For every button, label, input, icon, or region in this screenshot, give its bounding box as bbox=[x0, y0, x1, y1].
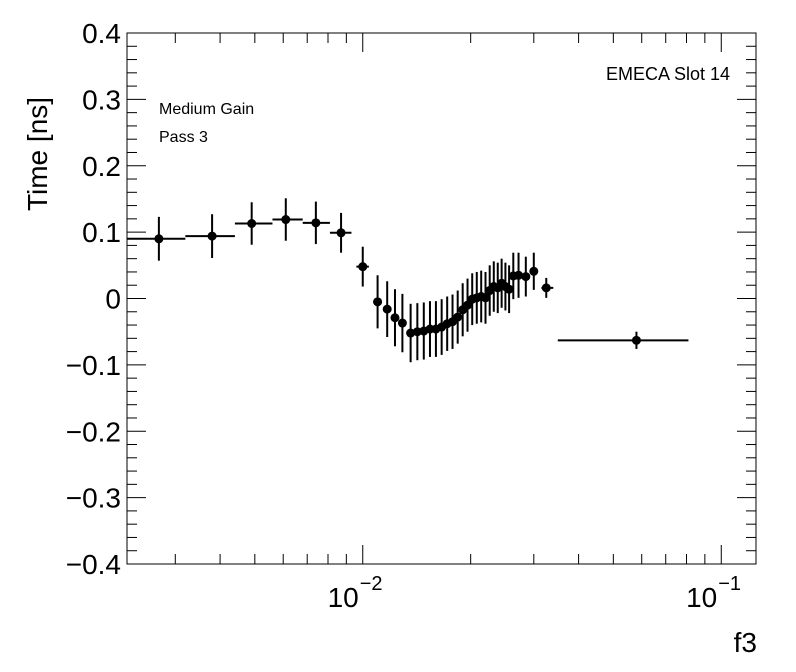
data-marker bbox=[521, 272, 531, 282]
data-point bbox=[302, 201, 330, 245]
data-point bbox=[529, 252, 539, 290]
data-marker bbox=[154, 234, 164, 244]
data-marker bbox=[541, 283, 551, 293]
y-tick-labels: 0.4 0.3 0.2 0.1 0 −0.1 −0.2 −0.3 −0.4 bbox=[66, 18, 121, 580]
data-marker bbox=[382, 304, 392, 314]
data-marker bbox=[336, 228, 346, 238]
data-point bbox=[356, 246, 369, 287]
data-marker bbox=[406, 328, 416, 338]
data-point bbox=[521, 256, 531, 297]
data-point bbox=[453, 290, 463, 344]
data-points bbox=[127, 198, 689, 363]
data-marker bbox=[247, 218, 257, 228]
data-marker bbox=[397, 318, 407, 328]
x-tick-label-base: 10 bbox=[328, 582, 359, 613]
y-tick-label: −0.4 bbox=[66, 549, 121, 580]
data-point bbox=[448, 294, 458, 349]
data-marker bbox=[373, 297, 383, 307]
data-point bbox=[373, 275, 383, 329]
data-marker bbox=[529, 266, 539, 276]
data-marker bbox=[311, 218, 321, 228]
data-point bbox=[234, 202, 273, 245]
y-tick-label: 0.2 bbox=[82, 151, 121, 182]
y-tick-label: 0.4 bbox=[82, 18, 121, 49]
x-tick-label: 10 −2 bbox=[328, 573, 383, 613]
data-point bbox=[481, 271, 491, 324]
data-marker bbox=[390, 313, 400, 323]
data-point bbox=[557, 331, 689, 349]
y-axis-label: Time [ns] bbox=[22, 97, 53, 211]
data-marker bbox=[453, 312, 463, 322]
data-point bbox=[463, 278, 473, 332]
x-axis-label: f3 bbox=[734, 627, 757, 658]
y-tick-label: −0.3 bbox=[66, 483, 121, 514]
data-marker bbox=[207, 231, 217, 241]
data-point bbox=[185, 214, 235, 259]
x-tick-label-base: 10 bbox=[686, 582, 717, 613]
data-point bbox=[412, 303, 422, 361]
y-tick-label: −0.1 bbox=[66, 350, 121, 381]
x-tick-label-exponent: −1 bbox=[718, 573, 741, 595]
y-tick-label: −0.2 bbox=[66, 416, 121, 447]
annotation-gain: Medium Gain bbox=[159, 101, 254, 118]
data-marker bbox=[631, 335, 641, 345]
data-point bbox=[406, 303, 416, 363]
data-point bbox=[541, 277, 554, 298]
data-marker bbox=[281, 215, 291, 225]
y-tick-label: 0.3 bbox=[82, 84, 121, 115]
x-tick-labels: 10 −2 10 −1 bbox=[328, 573, 741, 613]
annotation-pass: Pass 3 bbox=[159, 129, 208, 146]
data-point bbox=[458, 283, 468, 337]
y-tick-label: 0.1 bbox=[82, 217, 121, 248]
data-point bbox=[514, 252, 524, 298]
data-marker bbox=[514, 270, 524, 280]
y-tick-label: 0 bbox=[105, 284, 121, 315]
data-point bbox=[431, 301, 441, 357]
data-point bbox=[127, 216, 186, 261]
data-point bbox=[390, 289, 400, 347]
data-point bbox=[504, 265, 514, 314]
annotation-slot: EMECA Slot 14 bbox=[606, 64, 730, 84]
x-tick-label: 10 −1 bbox=[686, 573, 741, 613]
tick-marks bbox=[127, 32, 756, 565]
data-point bbox=[272, 198, 303, 241]
data-marker bbox=[358, 262, 368, 272]
data-marker bbox=[481, 293, 491, 303]
data-point bbox=[397, 293, 407, 353]
data-point bbox=[382, 281, 392, 337]
data-marker bbox=[504, 284, 514, 294]
plot-frame bbox=[126, 32, 757, 565]
data-point bbox=[329, 212, 352, 253]
x-tick-label-exponent: −2 bbox=[360, 573, 383, 595]
